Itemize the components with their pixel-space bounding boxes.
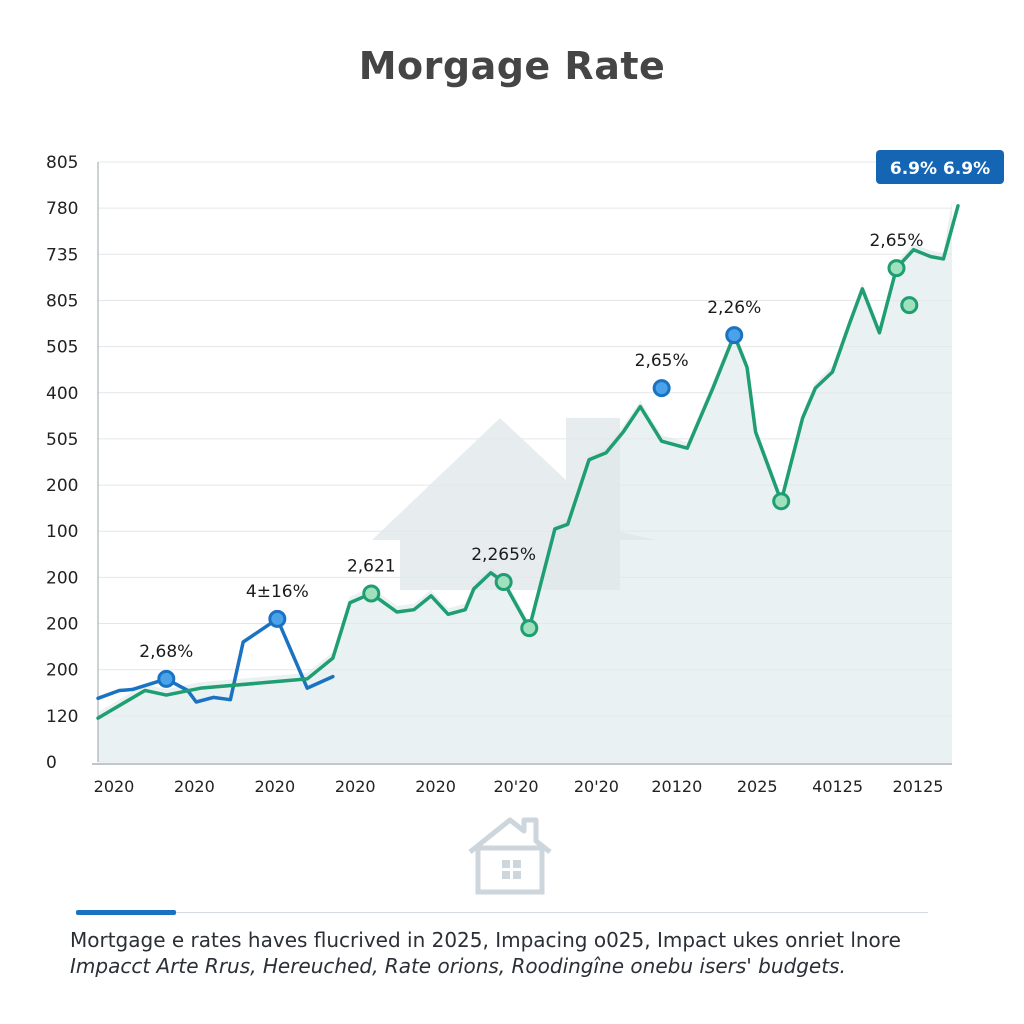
y-tick-label: 200 bbox=[46, 661, 78, 681]
caption-line-2: Impacct Arte Rrus, Hereuched, Rate orion… bbox=[70, 954, 846, 978]
data-label-layer: 2,68% 4±16% 2,621 2,265% 2,65% 2,26% 2,65% bbox=[139, 231, 923, 662]
data-label: 2,65% bbox=[869, 231, 923, 251]
y-tick-label: 120 bbox=[46, 707, 78, 727]
data-point bbox=[900, 296, 919, 315]
chart-title: Morgage Rate bbox=[358, 44, 666, 88]
data-point bbox=[772, 492, 791, 511]
data-point bbox=[887, 259, 906, 278]
y-tick-label: 0 bbox=[46, 753, 57, 773]
data-label: 2,621 bbox=[347, 557, 396, 577]
y-tick-label: 100 bbox=[46, 522, 78, 542]
data-point bbox=[362, 584, 381, 603]
y-tick-label: 400 bbox=[46, 384, 78, 404]
series-line bbox=[96, 617, 335, 704]
y-tick-label: 200 bbox=[46, 568, 78, 588]
data-label: 2,265% bbox=[471, 545, 536, 565]
x-tick-label: 20125 bbox=[893, 777, 944, 796]
x-tick-label: 2020 bbox=[335, 777, 376, 796]
y-tick-label: 805 bbox=[46, 291, 78, 311]
x-tick-label: 2020 bbox=[254, 777, 295, 796]
y-tick-label: 805 bbox=[46, 153, 78, 173]
data-point bbox=[157, 669, 176, 688]
x-tick-label: 2025 bbox=[737, 777, 778, 796]
y-tick-label: 505 bbox=[46, 338, 78, 358]
x-tick-label: 20120 bbox=[651, 777, 702, 796]
data-point bbox=[494, 573, 513, 591]
x-tick-label: 2020 bbox=[415, 777, 456, 796]
x-tick-label: 2020 bbox=[94, 777, 135, 796]
value-badge bbox=[876, 150, 1004, 184]
data-label: 2,26% bbox=[707, 298, 761, 318]
x-tick-label: 2020 bbox=[174, 777, 215, 796]
house-icon bbox=[468, 817, 552, 895]
data-label: 2,68% bbox=[139, 642, 193, 662]
data-label: 2,65% bbox=[635, 351, 689, 371]
data-point bbox=[268, 609, 287, 628]
x-tick-label: 40125 bbox=[812, 777, 863, 796]
house-watermark-layer bbox=[372, 418, 656, 590]
data-label: 4±16% bbox=[246, 582, 309, 602]
caption-accent-bar bbox=[76, 910, 176, 915]
x-tick-label: 20'20 bbox=[574, 777, 619, 796]
x-tick-label: 20'20 bbox=[493, 777, 538, 796]
badge-layer: 6.9% 6.9% bbox=[876, 150, 1004, 184]
y-tick-label: 200 bbox=[46, 476, 78, 496]
house-watermark bbox=[372, 418, 656, 590]
marker-layer bbox=[157, 259, 919, 688]
grid-layer bbox=[98, 161, 952, 763]
data-point bbox=[652, 379, 671, 398]
y-tick-label: 505 bbox=[46, 430, 78, 450]
data-point bbox=[725, 326, 744, 345]
caption-divider bbox=[76, 912, 928, 913]
value-badge-label: 6.9% 6.9% bbox=[890, 159, 990, 179]
y-tick-label: 780 bbox=[46, 199, 78, 219]
y-tick-label: 200 bbox=[46, 615, 78, 635]
axis-layer: 805 780 735 805 505 400 505 200 100 200 200 200 120 0… bbox=[46, 153, 952, 796]
caption-line-1: Mortgage e rates haves flucrived in 2025… bbox=[70, 928, 901, 952]
data-point bbox=[520, 619, 539, 638]
y-tick-label: 735 bbox=[46, 245, 78, 265]
